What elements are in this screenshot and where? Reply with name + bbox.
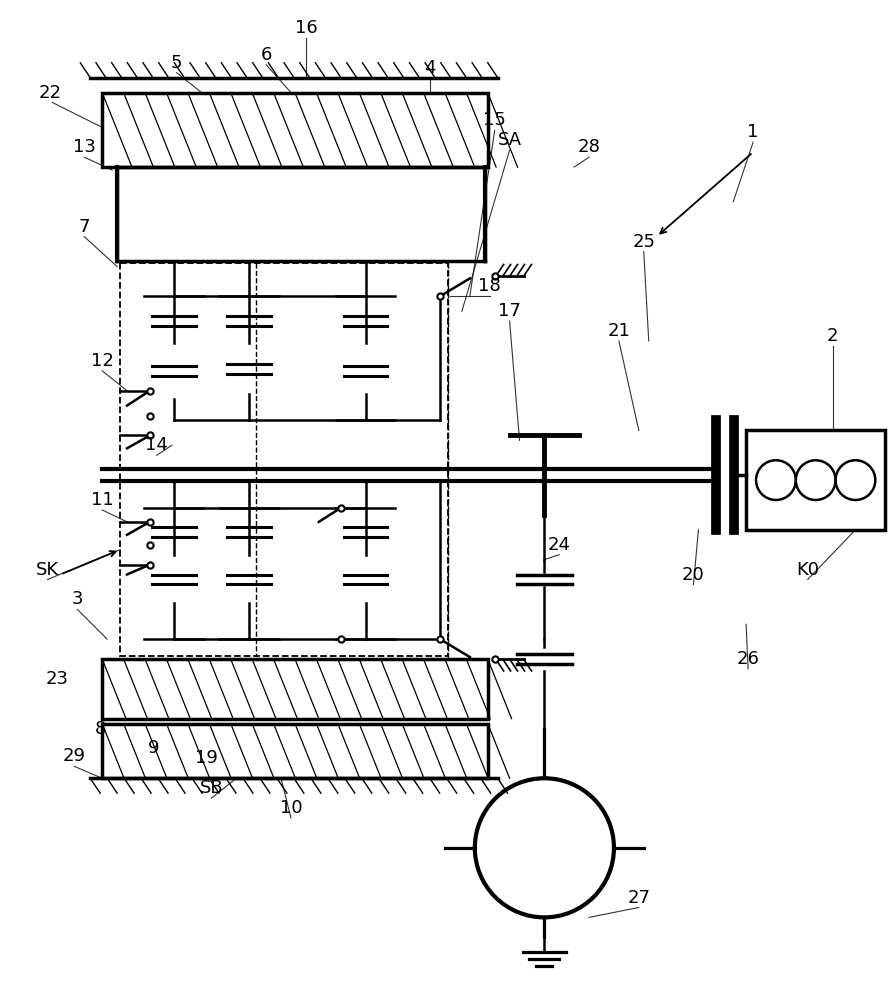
Text: 7: 7 (78, 218, 90, 236)
Text: 3: 3 (71, 590, 83, 608)
Text: 29: 29 (62, 747, 86, 765)
Text: 12: 12 (91, 352, 113, 370)
Text: 27: 27 (627, 889, 650, 907)
Text: 24: 24 (548, 536, 571, 554)
Text: 1: 1 (747, 123, 759, 141)
Text: 19: 19 (195, 749, 218, 767)
Text: 28: 28 (578, 138, 600, 156)
Text: SB: SB (200, 779, 223, 797)
Bar (746, 430, 885, 530)
Text: 10: 10 (280, 799, 302, 817)
Text: 20: 20 (682, 566, 705, 584)
Bar (103, 93, 488, 167)
Text: 6: 6 (260, 46, 272, 64)
Text: 25: 25 (632, 233, 656, 251)
Text: SA: SA (498, 131, 522, 149)
Text: 2: 2 (827, 327, 838, 345)
Text: 14: 14 (145, 436, 169, 454)
Text: 9: 9 (148, 739, 160, 757)
Text: K0: K0 (797, 561, 819, 579)
Text: 23: 23 (45, 670, 69, 688)
Text: SK: SK (36, 561, 59, 579)
Text: 8: 8 (95, 720, 106, 738)
Text: 22: 22 (39, 84, 62, 102)
Text: 16: 16 (294, 19, 318, 37)
Text: 4: 4 (425, 59, 436, 77)
Text: 11: 11 (91, 491, 113, 509)
Text: 15: 15 (483, 111, 506, 129)
Bar (103, 724, 488, 778)
Text: 26: 26 (737, 650, 760, 668)
Text: 13: 13 (73, 138, 95, 156)
Text: 5: 5 (171, 54, 183, 72)
Bar (120, 263, 448, 656)
Text: 18: 18 (478, 277, 501, 295)
Text: 17: 17 (498, 302, 521, 320)
Bar (103, 659, 488, 719)
Text: 21: 21 (607, 322, 631, 340)
